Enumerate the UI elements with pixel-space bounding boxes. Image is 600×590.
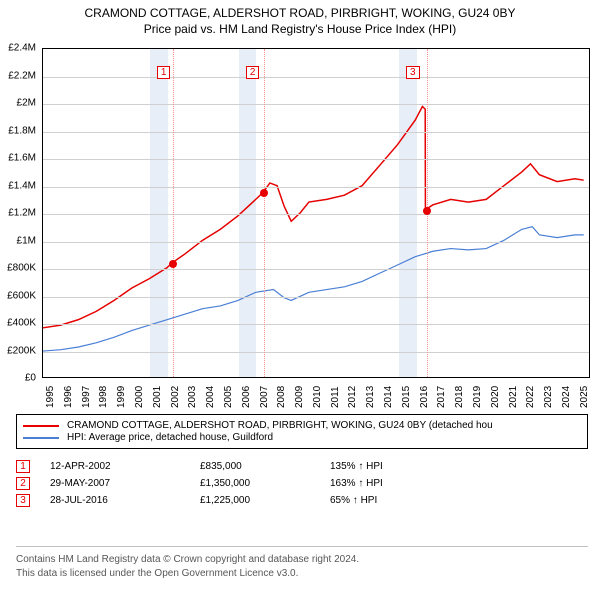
x-tick-label: 2008 bbox=[276, 386, 287, 408]
y-tick-label: £1M bbox=[17, 235, 36, 246]
gridline bbox=[43, 132, 589, 133]
y-tick-label: £1.8M bbox=[8, 125, 36, 136]
marker-label: 2 bbox=[246, 66, 260, 79]
series-hpi bbox=[43, 227, 584, 351]
title-line1: CRAMOND COTTAGE, ALDERSHOT ROAD, PIRBRIG… bbox=[10, 6, 590, 20]
gridline bbox=[43, 214, 589, 215]
y-tick-label: £200K bbox=[7, 345, 36, 356]
sale-hpi: 65% ↑ HPI bbox=[330, 495, 450, 506]
x-tick-label: 2017 bbox=[436, 386, 447, 408]
y-tick-label: £400K bbox=[7, 318, 36, 329]
legend-item: HPI: Average price, detached house, Guil… bbox=[23, 432, 581, 443]
footer-line2: This data is licensed under the Open Gov… bbox=[16, 567, 588, 581]
sale-row: 1 12-APR-2002£835,000135% ↑ HPI bbox=[16, 460, 588, 473]
sale-date: 29-MAY-2007 bbox=[50, 478, 200, 489]
gridline bbox=[43, 242, 589, 243]
gridline bbox=[43, 187, 589, 188]
x-tick-label: 2000 bbox=[134, 386, 145, 408]
series-property bbox=[43, 106, 584, 327]
sale-badge: 1 bbox=[16, 460, 30, 473]
x-tick-label: 1999 bbox=[116, 386, 127, 408]
x-tick-label: 2006 bbox=[241, 386, 252, 408]
legend: CRAMOND COTTAGE, ALDERSHOT ROAD, PIRBRIG… bbox=[16, 414, 588, 449]
sale-date: 28-JUL-2016 bbox=[50, 495, 200, 506]
y-tick-label: £1.2M bbox=[8, 208, 36, 219]
x-tick-label: 2003 bbox=[187, 386, 198, 408]
x-tick-label: 2021 bbox=[508, 386, 519, 408]
x-tick-label: 1995 bbox=[45, 386, 56, 408]
sale-price: £835,000 bbox=[200, 461, 330, 472]
series-svg bbox=[43, 49, 589, 377]
marker-label: 3 bbox=[406, 66, 420, 79]
x-tick-label: 2001 bbox=[152, 386, 163, 408]
x-tick-label: 2013 bbox=[365, 386, 376, 408]
marker-line bbox=[264, 49, 265, 377]
y-tick-label: £2M bbox=[17, 98, 36, 109]
x-axis: 1995 1996 1997 1998 1999 2000 2001 2002 2003 2004… bbox=[42, 380, 590, 410]
legend-swatch bbox=[23, 437, 59, 439]
x-tick-label: 2002 bbox=[170, 386, 181, 408]
x-tick-label: 2011 bbox=[330, 386, 341, 408]
y-tick-label: £0 bbox=[25, 373, 36, 384]
x-tick-label: 2020 bbox=[490, 386, 501, 408]
x-tick-label: 2012 bbox=[347, 386, 358, 408]
x-tick-label: 2005 bbox=[223, 386, 234, 408]
x-tick-label: 2004 bbox=[205, 386, 216, 408]
legend-item: CRAMOND COTTAGE, ALDERSHOT ROAD, PIRBRIG… bbox=[23, 420, 581, 431]
chart-title: CRAMOND COTTAGE, ALDERSHOT ROAD, PIRBRIG… bbox=[0, 0, 600, 38]
sale-hpi: 163% ↑ HPI bbox=[330, 478, 450, 489]
x-tick-label: 2019 bbox=[472, 386, 483, 408]
sale-price: £1,225,000 bbox=[200, 495, 330, 506]
title-line2: Price paid vs. HM Land Registry's House … bbox=[10, 22, 590, 36]
sale-row: 3 28-JUL-2016£1,225,00065% ↑ HPI bbox=[16, 494, 588, 507]
gridline bbox=[43, 269, 589, 270]
x-tick-label: 2018 bbox=[454, 386, 465, 408]
sale-badge: 3 bbox=[16, 494, 30, 507]
legend-swatch bbox=[23, 425, 59, 427]
sale-badge: 2 bbox=[16, 477, 30, 490]
x-tick-label: 2023 bbox=[543, 386, 554, 408]
legend-label: HPI: Average price, detached house, Guil… bbox=[67, 432, 273, 443]
gridline bbox=[43, 159, 589, 160]
marker-dot bbox=[423, 207, 431, 215]
y-axis: £0£200K£400K£600K£800K£1M£1.2M£1.4M£1.6M… bbox=[0, 48, 40, 378]
marker-dot bbox=[260, 189, 268, 197]
x-tick-label: 2009 bbox=[294, 386, 305, 408]
gridline bbox=[43, 297, 589, 298]
sale-date: 12-APR-2002 bbox=[50, 461, 200, 472]
x-tick-label: 2015 bbox=[401, 386, 412, 408]
y-tick-label: £800K bbox=[7, 263, 36, 274]
x-tick-label: 2025 bbox=[579, 386, 590, 408]
footer-line1: Contains HM Land Registry data © Crown c… bbox=[16, 553, 588, 567]
x-tick-label: 1996 bbox=[63, 386, 74, 408]
attribution-footer: Contains HM Land Registry data © Crown c… bbox=[16, 546, 588, 580]
x-tick-label: 2022 bbox=[525, 386, 536, 408]
sale-hpi: 135% ↑ HPI bbox=[330, 461, 450, 472]
x-tick-label: 1997 bbox=[81, 386, 92, 408]
x-tick-label: 2007 bbox=[259, 386, 270, 408]
legend-label: CRAMOND COTTAGE, ALDERSHOT ROAD, PIRBRIG… bbox=[67, 420, 493, 431]
gridline bbox=[43, 352, 589, 353]
gridline bbox=[43, 77, 589, 78]
marker-label: 1 bbox=[157, 66, 171, 79]
marker-dot bbox=[169, 260, 177, 268]
chart-plot-area: 1 2 3 bbox=[42, 48, 590, 378]
sale-row: 2 29-MAY-2007£1,350,000163% ↑ HPI bbox=[16, 477, 588, 490]
x-tick-label: 2016 bbox=[419, 386, 430, 408]
y-tick-label: £2.2M bbox=[8, 70, 36, 81]
sale-price: £1,350,000 bbox=[200, 478, 330, 489]
sales-table: 1 12-APR-2002£835,000135% ↑ HPI 2 29-MAY-20… bbox=[16, 456, 588, 511]
y-tick-label: £1.6M bbox=[8, 153, 36, 164]
y-tick-label: £1.4M bbox=[8, 180, 36, 191]
x-tick-label: 2010 bbox=[312, 386, 323, 408]
x-tick-label: 2024 bbox=[561, 386, 572, 408]
gridline bbox=[43, 324, 589, 325]
x-tick-label: 2014 bbox=[383, 386, 394, 408]
gridline bbox=[43, 104, 589, 105]
y-tick-label: £2.4M bbox=[8, 43, 36, 54]
x-tick-label: 1998 bbox=[98, 386, 109, 408]
marker-line bbox=[173, 49, 174, 377]
y-tick-label: £600K bbox=[7, 290, 36, 301]
